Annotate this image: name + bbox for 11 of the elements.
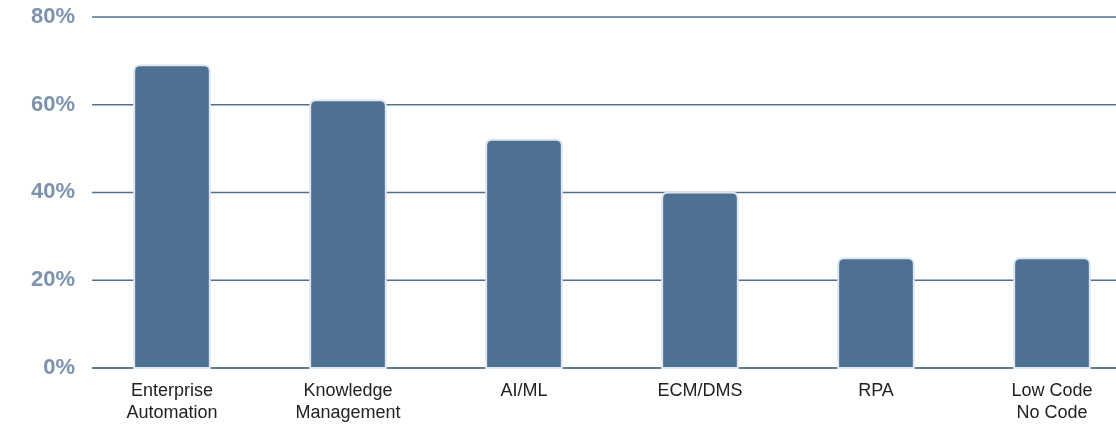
x-tick-label: RPA [858, 380, 894, 400]
y-tick-label: 80% [30, 2, 75, 28]
y-tick-label: 20% [30, 266, 75, 292]
x-tick-label: Low Code No Code [1011, 380, 1093, 422]
x-tick-label: ECM/DMS [657, 380, 743, 400]
y-tick-label: 0% [43, 353, 75, 379]
y-tick-label: 60% [30, 90, 75, 116]
x-tick-label: Knowledge Management [295, 380, 401, 422]
x-tick-label: Enterprise Automation [126, 380, 218, 422]
y-tick-label: 40% [30, 178, 75, 204]
x-tick-label: AI/ML [500, 380, 548, 400]
